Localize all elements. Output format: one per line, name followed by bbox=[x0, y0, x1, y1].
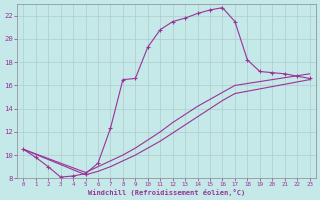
X-axis label: Windchill (Refroidissement éolien,°C): Windchill (Refroidissement éolien,°C) bbox=[88, 189, 245, 196]
